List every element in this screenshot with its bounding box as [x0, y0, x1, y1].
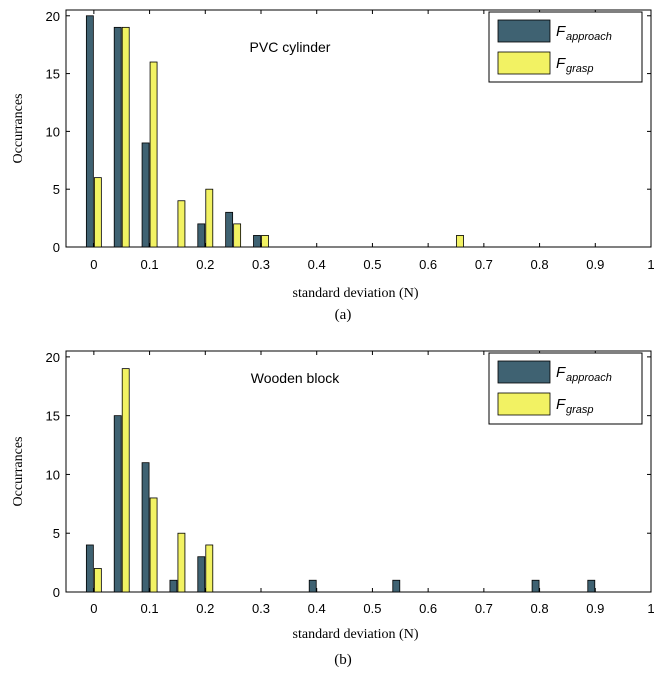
legend-swatch	[497, 19, 551, 43]
y-axis-label: Occurrances	[11, 94, 26, 164]
x-tick-label: 0.1	[141, 257, 159, 272]
bar	[197, 223, 206, 248]
bar	[392, 579, 401, 593]
legend-swatch	[497, 51, 551, 75]
bar	[177, 200, 186, 248]
y-tick-label: 15	[46, 67, 60, 82]
bar	[93, 568, 102, 593]
chart-panel-a: 0 0.1 0.2 0.3 0.4 0.5 0.6 0.7 0.8 0.9 105101520sta…	[11, 9, 655, 323]
bar	[205, 188, 214, 248]
x-tick-label: 0.5	[363, 601, 381, 616]
legend-label-subscript: grasp	[566, 63, 594, 75]
legend-label-subscript: grasp	[566, 404, 594, 416]
y-tick-label: 10	[46, 124, 60, 139]
x-tick-label: 0.4	[308, 601, 326, 616]
x-tick-label: 0.8	[531, 601, 549, 616]
bar	[113, 415, 122, 593]
bar	[225, 211, 234, 248]
legend-label: F	[556, 364, 566, 381]
bar	[169, 579, 178, 593]
x-tick-label: 0.2	[196, 257, 214, 272]
bar	[308, 579, 317, 593]
y-tick-label: 0	[53, 585, 60, 600]
bar	[233, 223, 242, 248]
x-tick-label: 0.5	[363, 257, 381, 272]
bar	[85, 544, 94, 593]
bar	[121, 26, 130, 248]
x-tick-label: 0.4	[308, 257, 326, 272]
y-tick-label: 15	[46, 409, 60, 424]
x-tick-label: 1	[647, 257, 654, 272]
series-grasp	[93, 368, 214, 593]
panel-label: (a)	[335, 307, 352, 323]
bar	[149, 497, 158, 593]
x-tick-label: 0.6	[419, 601, 437, 616]
x-tick-label: 0.1	[141, 601, 159, 616]
x-tick-label: 0.7	[475, 257, 493, 272]
bar	[261, 235, 269, 248]
panel-annotation: Wooden block	[251, 370, 340, 386]
bar	[93, 177, 102, 248]
x-tick-label: 0.6	[419, 257, 437, 272]
legend-swatch	[497, 392, 551, 416]
x-tick-label: 0.2	[196, 601, 214, 616]
bar	[197, 556, 206, 593]
y-tick-label: 0	[53, 240, 60, 255]
y-tick-label: 20	[46, 350, 60, 365]
bar	[177, 532, 186, 593]
bar	[141, 142, 150, 248]
x-axis-label: standard deviation (N)	[293, 286, 419, 301]
y-tick-label: 5	[53, 526, 60, 541]
legend-label-subscript: approach	[566, 31, 612, 43]
bar	[85, 15, 94, 248]
x-tick-label: 0.3	[252, 601, 270, 616]
y-tick-label: 10	[46, 467, 60, 482]
x-tick-label: 0.9	[586, 601, 604, 616]
bar	[149, 61, 158, 248]
bar	[141, 462, 150, 593]
series-approach	[85, 15, 261, 248]
x-tick-label: 1	[647, 601, 654, 616]
panel-label: (b)	[334, 652, 352, 668]
bar	[531, 579, 540, 593]
x-tick-label: 0.3	[252, 257, 270, 272]
y-tick-label: 20	[46, 9, 60, 24]
bar	[587, 579, 596, 593]
x-tick-label: 0.8	[531, 257, 549, 272]
chart-panel-b: 0 0.1 0.2 0.3 0.4 0.5 0.6 0.7 0.8 0.9 105101520sta…	[11, 350, 655, 668]
y-axis-label: Occurrances	[11, 437, 26, 507]
bar	[205, 544, 214, 593]
legend-label-subscript: approach	[566, 372, 612, 384]
series-grasp	[93, 26, 464, 248]
series-approach	[85, 415, 596, 593]
x-axis-label: standard deviation (N)	[293, 627, 419, 642]
x-tick-label: 0	[90, 601, 97, 616]
y-tick-label: 5	[53, 182, 60, 197]
x-tick-label: 0	[90, 257, 97, 272]
legend-label: F	[556, 55, 566, 72]
bar	[113, 26, 122, 248]
bar	[456, 235, 464, 248]
legend-label: F	[556, 23, 566, 40]
bar	[121, 368, 130, 593]
x-tick-label: 0.9	[586, 257, 604, 272]
legend-swatch	[497, 360, 551, 384]
x-tick-label: 0.7	[475, 601, 493, 616]
bar	[253, 235, 261, 248]
panel-annotation: PVC cylinder	[250, 39, 331, 55]
legend-label: F	[556, 396, 566, 413]
